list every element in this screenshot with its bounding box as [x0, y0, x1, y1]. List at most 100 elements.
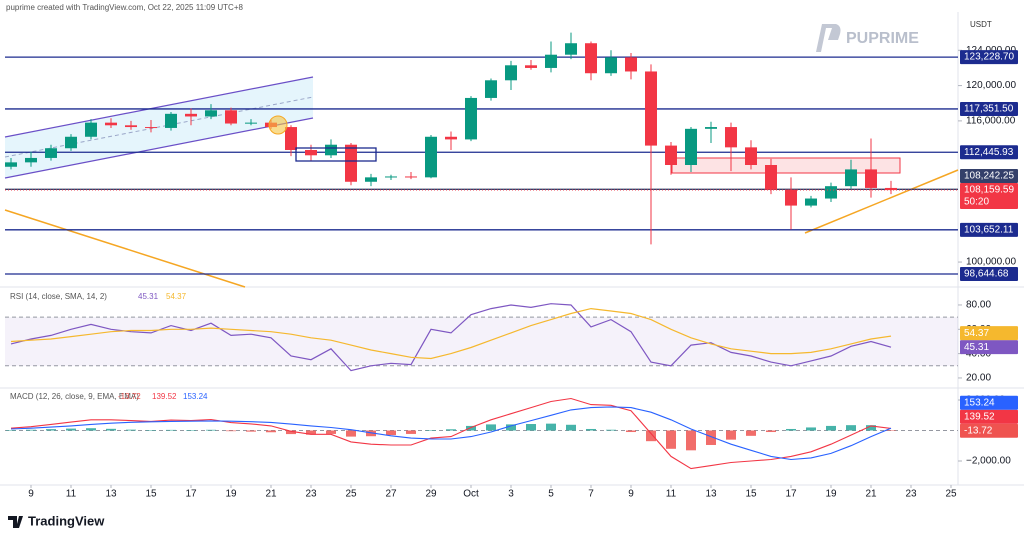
countdown: 50:20	[964, 197, 989, 208]
x-tick-label: 17	[185, 489, 197, 500]
candle-body	[865, 169, 877, 188]
level-label: 108,242.25	[964, 171, 1014, 182]
histogram-bar	[566, 425, 576, 431]
candle-body	[825, 186, 837, 198]
candle-body	[65, 137, 77, 148]
x-tick-label: 9	[628, 489, 634, 500]
candle-body	[485, 80, 497, 98]
histogram-bar	[426, 430, 436, 431]
y-tick-label: 120,000.00	[966, 80, 1016, 91]
pane-value: 153.24	[183, 392, 208, 401]
histogram-bar	[666, 430, 676, 448]
y-tick-label: −2,000.00	[966, 456, 1011, 467]
histogram-bar	[766, 430, 776, 432]
histogram-bar	[526, 424, 536, 430]
candle-body	[105, 123, 117, 126]
last-price-label: 108,159.59	[964, 185, 1014, 196]
candle-body	[245, 123, 257, 124]
pane-value: 45.31	[138, 292, 159, 301]
rsi-band	[5, 317, 958, 366]
histogram-bar	[166, 430, 176, 431]
histogram-bar	[386, 430, 396, 435]
x-tick-label: 25	[945, 489, 957, 500]
value-label: 54.37	[964, 328, 989, 339]
candle-body	[145, 127, 157, 128]
histogram-bar	[786, 429, 796, 431]
histogram-bar	[226, 430, 236, 431]
candle-body	[685, 129, 697, 165]
candle-body	[885, 188, 897, 190]
candle-body	[225, 110, 237, 123]
candle-body	[705, 127, 717, 129]
candle-body	[465, 98, 477, 139]
header: puprime created with TradingView.com, Oc…	[6, 3, 243, 12]
candle-body	[85, 123, 97, 137]
candle-body	[285, 127, 297, 150]
candle-body	[785, 190, 797, 206]
histogram-bar	[246, 430, 256, 431]
x-tick-label: 23	[305, 489, 317, 500]
candle-body	[765, 165, 777, 190]
histogram-bar	[806, 427, 816, 430]
histogram-bar	[686, 430, 696, 450]
level-label: 98,644.68	[964, 269, 1009, 280]
histogram-bar	[886, 430, 896, 431]
candle-body	[805, 199, 817, 206]
level-label: 117,351.50	[964, 104, 1014, 115]
histogram-bar	[106, 429, 116, 431]
pane-value: -13.72	[118, 392, 141, 401]
level-label: 103,652.11	[964, 224, 1014, 235]
candle-body	[425, 137, 437, 178]
candle-body	[165, 114, 177, 128]
value-label: 45.31	[964, 342, 989, 353]
x-tick-label: 7	[588, 489, 594, 500]
histogram-bar	[406, 430, 416, 433]
candle-body	[405, 176, 417, 177]
watermark: PUPRIME	[846, 30, 919, 47]
candle-body	[845, 169, 857, 186]
candle-body	[625, 57, 637, 71]
histogram-bar	[126, 430, 136, 431]
candle-body	[345, 145, 357, 182]
x-tick-label: Oct	[463, 489, 479, 500]
value-label: -13.72	[964, 425, 993, 436]
x-tick-label: 11	[666, 489, 677, 500]
histogram-bar	[486, 424, 496, 430]
x-tick-label: 13	[105, 489, 117, 500]
histogram-bar	[86, 428, 96, 430]
histogram-bar	[446, 429, 456, 430]
candle-body	[565, 43, 577, 54]
highlight-circle	[269, 116, 287, 134]
histogram-bar	[346, 430, 356, 436]
candle-body	[645, 71, 657, 145]
histogram-bar	[46, 429, 56, 430]
histogram-bar	[186, 430, 196, 431]
candle-body	[505, 65, 517, 80]
histogram-bar	[66, 429, 76, 431]
y-tick-label: 20.00	[966, 373, 991, 384]
x-tick-label: 21	[265, 489, 277, 500]
histogram-bar	[626, 430, 636, 432]
histogram-bar	[606, 430, 616, 431]
candle-body	[545, 55, 557, 68]
histogram-bar	[846, 425, 856, 430]
histogram-bar	[726, 430, 736, 439]
candle-body	[445, 137, 457, 140]
x-tick-label: 3	[508, 489, 514, 500]
candle-body	[605, 57, 617, 73]
x-tick-label: 15	[745, 489, 757, 500]
candle-body	[585, 43, 597, 73]
x-tick-label: 5	[548, 489, 554, 500]
histogram-bar	[206, 430, 216, 431]
candle-body	[525, 65, 537, 68]
x-tick-label: 23	[905, 489, 917, 500]
candle-body	[325, 145, 337, 156]
currency: USDT	[970, 20, 992, 29]
histogram-bar	[266, 430, 276, 432]
y-tick-label: 116,000.00	[966, 116, 1016, 127]
histogram-bar	[826, 426, 836, 431]
pane-value: 139.52	[152, 392, 177, 401]
y-tick-label: 80.00	[966, 300, 991, 311]
candle-body	[725, 127, 737, 147]
